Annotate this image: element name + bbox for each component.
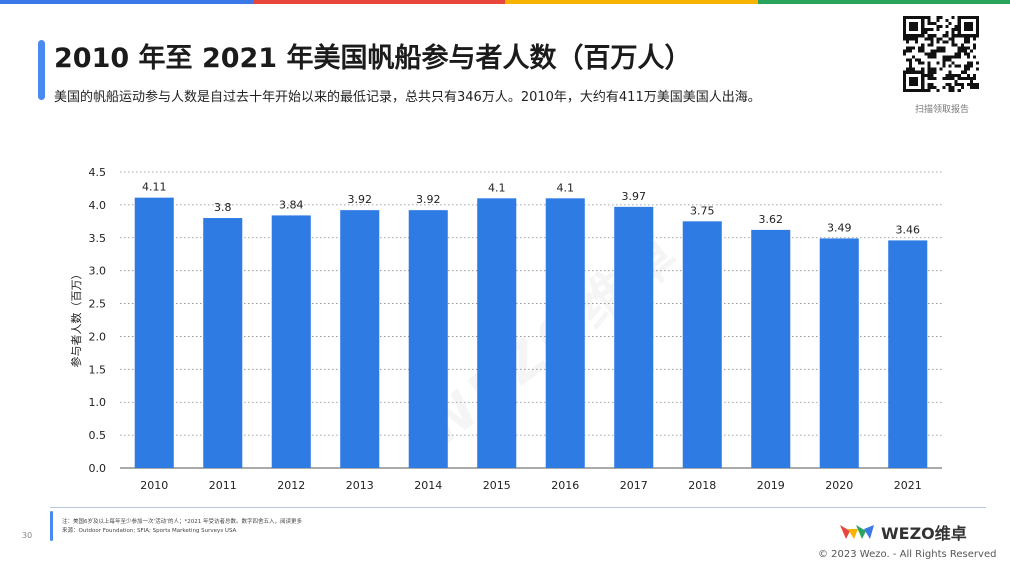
y-tick-label: 2.0	[89, 330, 107, 343]
page-title: 2010 年至 2021 年美国帆船参与者人数（百万人）	[54, 43, 692, 74]
data-label: 4.11	[142, 181, 167, 194]
y-tick-label: 3.5	[89, 232, 107, 245]
y-tick-label: 4.5	[89, 166, 107, 179]
bar-2020	[819, 238, 859, 468]
y-axis-label: 参与者人数（百万）	[69, 269, 83, 368]
data-label: 3.62	[759, 213, 784, 226]
top-strip-blue	[0, 0, 253, 4]
y-tick-label: 1.0	[89, 396, 107, 409]
top-strip-yellow	[505, 0, 758, 4]
footer-accent-bar	[50, 511, 53, 541]
data-label: 3.8	[214, 201, 232, 214]
y-tick-label: 4.0	[89, 199, 107, 212]
footnote: 注：美国6岁及以上每年至少参加一次‘活动’的人；*2021 年受访者总数。数字四…	[62, 519, 302, 525]
bar-2017	[614, 206, 654, 468]
copyright: © 2023 Wezo. - All Rights Reserved	[818, 549, 997, 560]
bar-2014	[408, 210, 448, 468]
x-tick-label: 2013	[346, 479, 374, 492]
x-tick-label: 2010	[140, 479, 168, 492]
data-label: 3.84	[279, 198, 304, 211]
bar-2021	[888, 240, 928, 468]
bar-2013	[340, 210, 380, 468]
title-accent-bar	[38, 40, 45, 100]
data-label: 4.1	[557, 181, 575, 194]
x-tick-label: 2019	[757, 479, 785, 492]
data-label: 3.92	[348, 193, 373, 206]
x-tick-label: 2021	[894, 479, 922, 492]
x-tick-label: 2011	[209, 479, 237, 492]
data-label: 3.49	[827, 221, 852, 234]
bar-chart: 参与者人数（百万） 0.0 0.5 1.0 1.5 2.0 2.5 3.0 3.5 4.0 4.5…	[69, 166, 942, 492]
footer-divider	[50, 507, 986, 508]
x-tick-label: 2015	[483, 479, 511, 492]
bar-2010	[134, 197, 174, 469]
x-tick-label: 2020	[825, 479, 853, 492]
x-tick-label: 2012	[277, 479, 305, 492]
bar-2011	[203, 218, 243, 468]
x-tick-label: 2018	[688, 479, 716, 492]
top-strip-green	[757, 0, 1010, 4]
logo-text: WEZO维卓	[881, 524, 967, 543]
x-tick-label: 2014	[414, 479, 442, 492]
bar-2018	[682, 221, 722, 468]
top-strip-red	[252, 0, 505, 4]
y-tick-label: 0.5	[89, 429, 107, 442]
logo-mark-icon	[840, 525, 874, 539]
source-note: 来源：Outdoor Foundation; SFIA; Sports Mark…	[62, 528, 237, 534]
data-label: 4.1	[488, 181, 506, 194]
x-tick-label: 2017	[620, 479, 648, 492]
data-label: 3.46	[896, 223, 921, 236]
data-label: 3.75	[690, 204, 715, 217]
bar-2019	[751, 229, 791, 468]
bar-2012	[271, 215, 311, 468]
wezo-logo: WEZO维卓	[838, 520, 967, 544]
bar-2015	[477, 198, 517, 469]
y-tick-label: 1.5	[89, 363, 107, 376]
qr-caption: 扫描领取报告	[914, 105, 969, 115]
top-color-strip	[0, 0, 1010, 4]
page-subtitle: 美国的帆船运动参与人数是自过去十年开始以来的最低记录，总共只有346万人。201…	[54, 90, 761, 105]
x-tick-label: 2016	[551, 479, 579, 492]
y-tick-label: 3.0	[89, 265, 107, 278]
y-tick-label: 0.0	[89, 462, 107, 475]
data-label: 3.92	[416, 193, 441, 206]
page-number: 30	[22, 531, 33, 540]
bar-2016	[545, 198, 585, 469]
data-label: 3.97	[622, 190, 647, 203]
qr-code[interactable]	[903, 16, 979, 92]
y-tick-label: 2.5	[89, 298, 107, 311]
